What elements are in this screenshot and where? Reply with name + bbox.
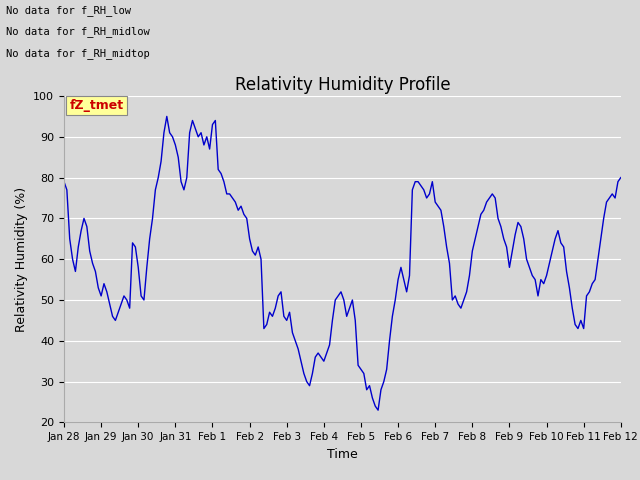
Text: No data for f_RH_midtop: No data for f_RH_midtop [6,48,150,59]
Y-axis label: Relativity Humidity (%): Relativity Humidity (%) [15,187,28,332]
Text: No data for f_RH_midlow: No data for f_RH_midlow [6,26,150,37]
Title: Relativity Humidity Profile: Relativity Humidity Profile [235,76,450,95]
Text: fZ_tmet: fZ_tmet [70,99,124,112]
Text: No data for f_RH_low: No data for f_RH_low [6,5,131,16]
X-axis label: Time: Time [327,448,358,461]
